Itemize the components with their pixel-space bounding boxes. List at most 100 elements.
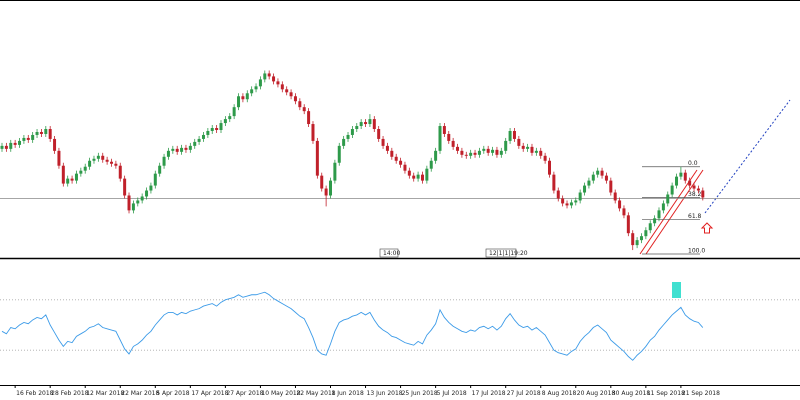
candle-body [127, 195, 131, 211]
candle-body [171, 148, 175, 151]
candle-body [552, 174, 556, 191]
candle-body [543, 155, 547, 161]
candle-body [618, 200, 622, 209]
candle-body [44, 129, 48, 134]
candle-body [4, 145, 8, 149]
candle-body [206, 130, 210, 135]
candle-body [289, 92, 293, 97]
candle-body [184, 147, 188, 150]
candle-body [434, 150, 438, 161]
candle-body [92, 158, 96, 161]
candle-body [241, 96, 245, 100]
candle-body [477, 150, 481, 155]
candle-body [79, 170, 83, 174]
candle-body [96, 155, 100, 159]
x-tick-label: 5 Jul 2018 [437, 390, 467, 397]
candle-body [526, 146, 530, 149]
candle-body [31, 134, 35, 140]
candle-body [162, 156, 166, 166]
candle-body [473, 152, 477, 155]
x-tick-label: 1 Jun 2018 [332, 390, 364, 397]
candle-body [377, 129, 381, 139]
candle-body [596, 170, 600, 175]
candle-body [491, 149, 495, 153]
candle-body [272, 76, 276, 82]
candle-body [613, 192, 617, 201]
x-tick-label: 22 May 2018 [296, 390, 335, 397]
candle-body [661, 203, 665, 211]
candle-body [140, 196, 144, 201]
candle-body [131, 203, 135, 211]
candle-body [399, 160, 403, 165]
candle-body [333, 162, 337, 181]
fibo-label: 61.8 [688, 213, 702, 220]
candle-body [258, 79, 262, 87]
candle-body [639, 236, 643, 241]
candle-body [530, 146, 534, 153]
candle-body [298, 101, 302, 108]
candle-body [342, 138, 346, 146]
candle-body [267, 73, 271, 77]
x-tick-label: 11 Sep 2018 [647, 390, 685, 397]
x-tick-label: 27 Jul 2018 [507, 390, 541, 397]
candle-body [464, 154, 468, 156]
candle-body [569, 202, 573, 206]
candle-body [460, 150, 464, 155]
candle-body [276, 81, 280, 85]
candle-body [548, 160, 551, 175]
candle-body [701, 190, 705, 198]
x-tick-label: 8 Aug 2018 [542, 390, 577, 397]
candle-body [521, 145, 525, 149]
candle-body [311, 124, 315, 141]
candle-body [429, 160, 433, 169]
candle-body [0, 145, 4, 149]
candle-body [53, 138, 57, 151]
candle-body [565, 203, 569, 206]
candle-body [329, 180, 332, 196]
candle-body [48, 129, 52, 139]
candle-body [250, 89, 254, 94]
candle-body [556, 190, 560, 199]
time-tag-box [379, 248, 399, 258]
candle-body [447, 133, 451, 141]
candle-body [359, 122, 363, 127]
candle-body [166, 150, 170, 157]
candle-body [110, 161, 113, 164]
candle-body [534, 150, 538, 153]
candle-body [26, 137, 30, 140]
candle-body [696, 188, 700, 191]
candle-body [66, 178, 70, 184]
candle-body [293, 96, 297, 102]
candle-body [692, 185, 696, 189]
candle-body [604, 175, 608, 181]
candle-body [683, 172, 687, 181]
candle-body [114, 163, 118, 166]
candle-body [315, 140, 319, 176]
candle-body [517, 138, 521, 146]
candle-body [145, 190, 149, 197]
x-tick-label: 20 Aug 2018 [577, 390, 616, 397]
x-tick-label: 25 Jun 2018 [402, 390, 438, 397]
candle-body [9, 142, 13, 149]
candle-body [280, 84, 284, 90]
trend-line [645, 169, 704, 255]
candle-body [320, 175, 324, 189]
candle-body [136, 200, 140, 204]
candle-body [609, 180, 613, 193]
candle-body [486, 148, 490, 153]
candle-body [635, 240, 639, 246]
candle-body [512, 130, 516, 139]
candle-body [372, 119, 376, 130]
candle-body [223, 119, 227, 124]
candle-body [482, 148, 486, 151]
candle-body [193, 141, 197, 146]
candle-body [307, 111, 311, 125]
candle-body [469, 152, 473, 156]
x-tick-label: 5 Apr 2018 [156, 390, 189, 397]
candle-body [105, 159, 109, 162]
candle-body [504, 140, 508, 151]
candle-body [416, 174, 420, 179]
candle-body [403, 164, 407, 171]
candle-body [83, 166, 87, 171]
x-tick-label: 30 Aug 2018 [612, 390, 651, 397]
